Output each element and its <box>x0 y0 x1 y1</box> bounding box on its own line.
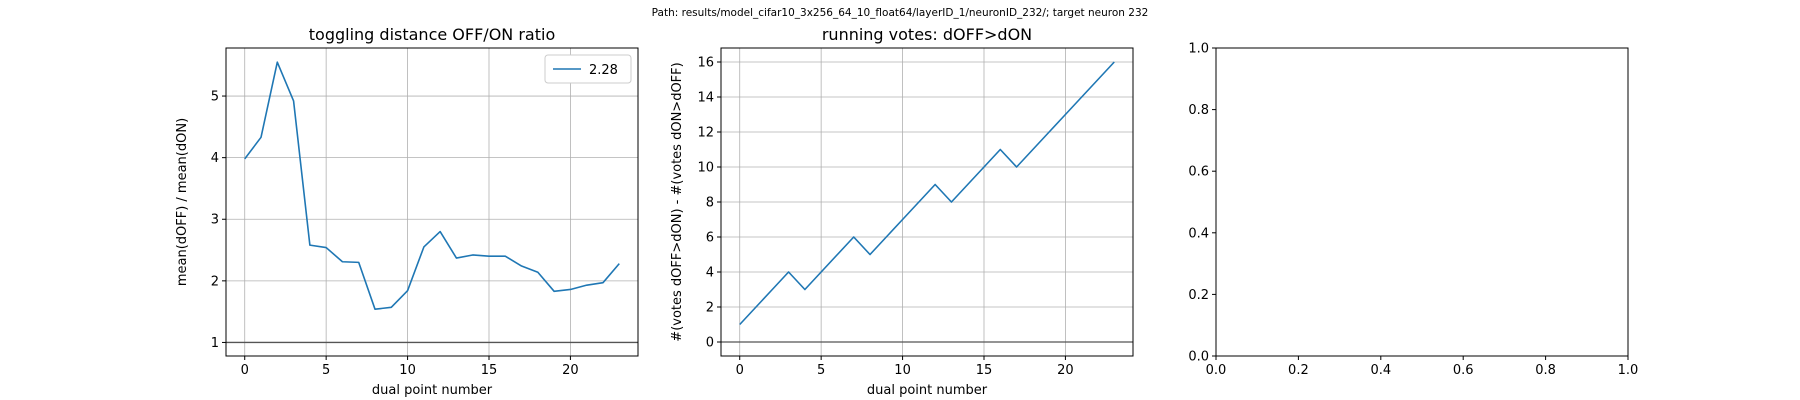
y-tick-label: 0.4 <box>1188 226 1209 241</box>
x-tick-label: 20 <box>1057 363 1074 378</box>
y-tick-label: 0.0 <box>1188 350 1209 365</box>
legend-label: 2.28 <box>589 63 618 78</box>
y-tick-label: 10 <box>697 161 714 176</box>
x-tick-label: 0.2 <box>1288 363 1309 378</box>
chart-title: running votes: dOFF>dON <box>822 25 1032 44</box>
x-tick-label: 10 <box>894 363 911 378</box>
axes-frame <box>225 47 639 357</box>
x-axis-label: dual point number <box>372 383 493 398</box>
x-tick-label: 1.0 <box>1618 363 1639 378</box>
y-tick-label: 12 <box>697 126 714 141</box>
y-tick-label: 2 <box>706 301 714 316</box>
y-tick-label: 4 <box>211 151 219 166</box>
x-tick-label: 5 <box>817 363 825 378</box>
plot-running-votes: 0 5 10 15 20 0 2 4 6 8 10 12 14 16 running votes: dOFF… <box>670 25 1134 398</box>
x-tick-label: 20 <box>562 363 579 378</box>
series-line <box>244 61 620 310</box>
x-tick-label: 0.8 <box>1535 363 1556 378</box>
figure-suptitle: Path: results/model_cifar10_3x256_64_10_… <box>652 7 1149 19</box>
x-tick-label: 0.0 <box>1206 363 1227 378</box>
x-tick-label: 10 <box>399 363 416 378</box>
plot-toggling-ratio: 0 5 10 15 20 1 2 3 4 5 toggling distance OFF/ON ra… <box>175 25 639 398</box>
y-tick-label: 5 <box>211 90 219 105</box>
x-tick-label: 15 <box>481 363 498 378</box>
x-axis-label: dual point number <box>867 383 988 398</box>
y-tick-label: 1.0 <box>1188 42 1209 57</box>
plot-empty: 0.0 0.2 0.4 0.6 0.8 1.0 0.0 0.2 0.4 0.6 0.8 1.0 <box>1188 42 1638 379</box>
y-tick-label: 4 <box>706 266 714 281</box>
y-tick-label: 8 <box>706 196 714 211</box>
y-tick-label: 0.8 <box>1188 103 1209 118</box>
chart-title: toggling distance OFF/ON ratio <box>309 25 555 44</box>
y-tick-label: 6 <box>706 231 714 246</box>
series-line <box>739 61 1115 326</box>
y-tick-label: 16 <box>697 56 714 71</box>
x-tick-label: 0.6 <box>1453 363 1474 378</box>
y-tick-label: 0.6 <box>1188 165 1209 180</box>
y-tick-label: 14 <box>697 91 714 106</box>
y-tick-label: 1 <box>211 336 219 351</box>
x-tick-label: 0 <box>736 363 744 378</box>
x-tick-label: 0.4 <box>1370 363 1391 378</box>
x-tick-label: 15 <box>976 363 993 378</box>
legend-box <box>544 54 632 84</box>
axes-frame <box>1215 47 1629 357</box>
y-tick-label: 0 <box>706 336 714 351</box>
x-tick-label: 0 <box>241 363 249 378</box>
x-tick-label: 5 <box>322 363 330 378</box>
y-tick-label: 0.2 <box>1188 288 1209 303</box>
y-axis-label: mean(dOFF) / mean(dON) <box>175 118 190 286</box>
y-axis-label: #(votes dOFF>dON) - #(votes dON>dOFF) <box>670 62 685 341</box>
y-tick-label: 2 <box>211 274 219 289</box>
y-tick-label: 3 <box>211 213 219 228</box>
